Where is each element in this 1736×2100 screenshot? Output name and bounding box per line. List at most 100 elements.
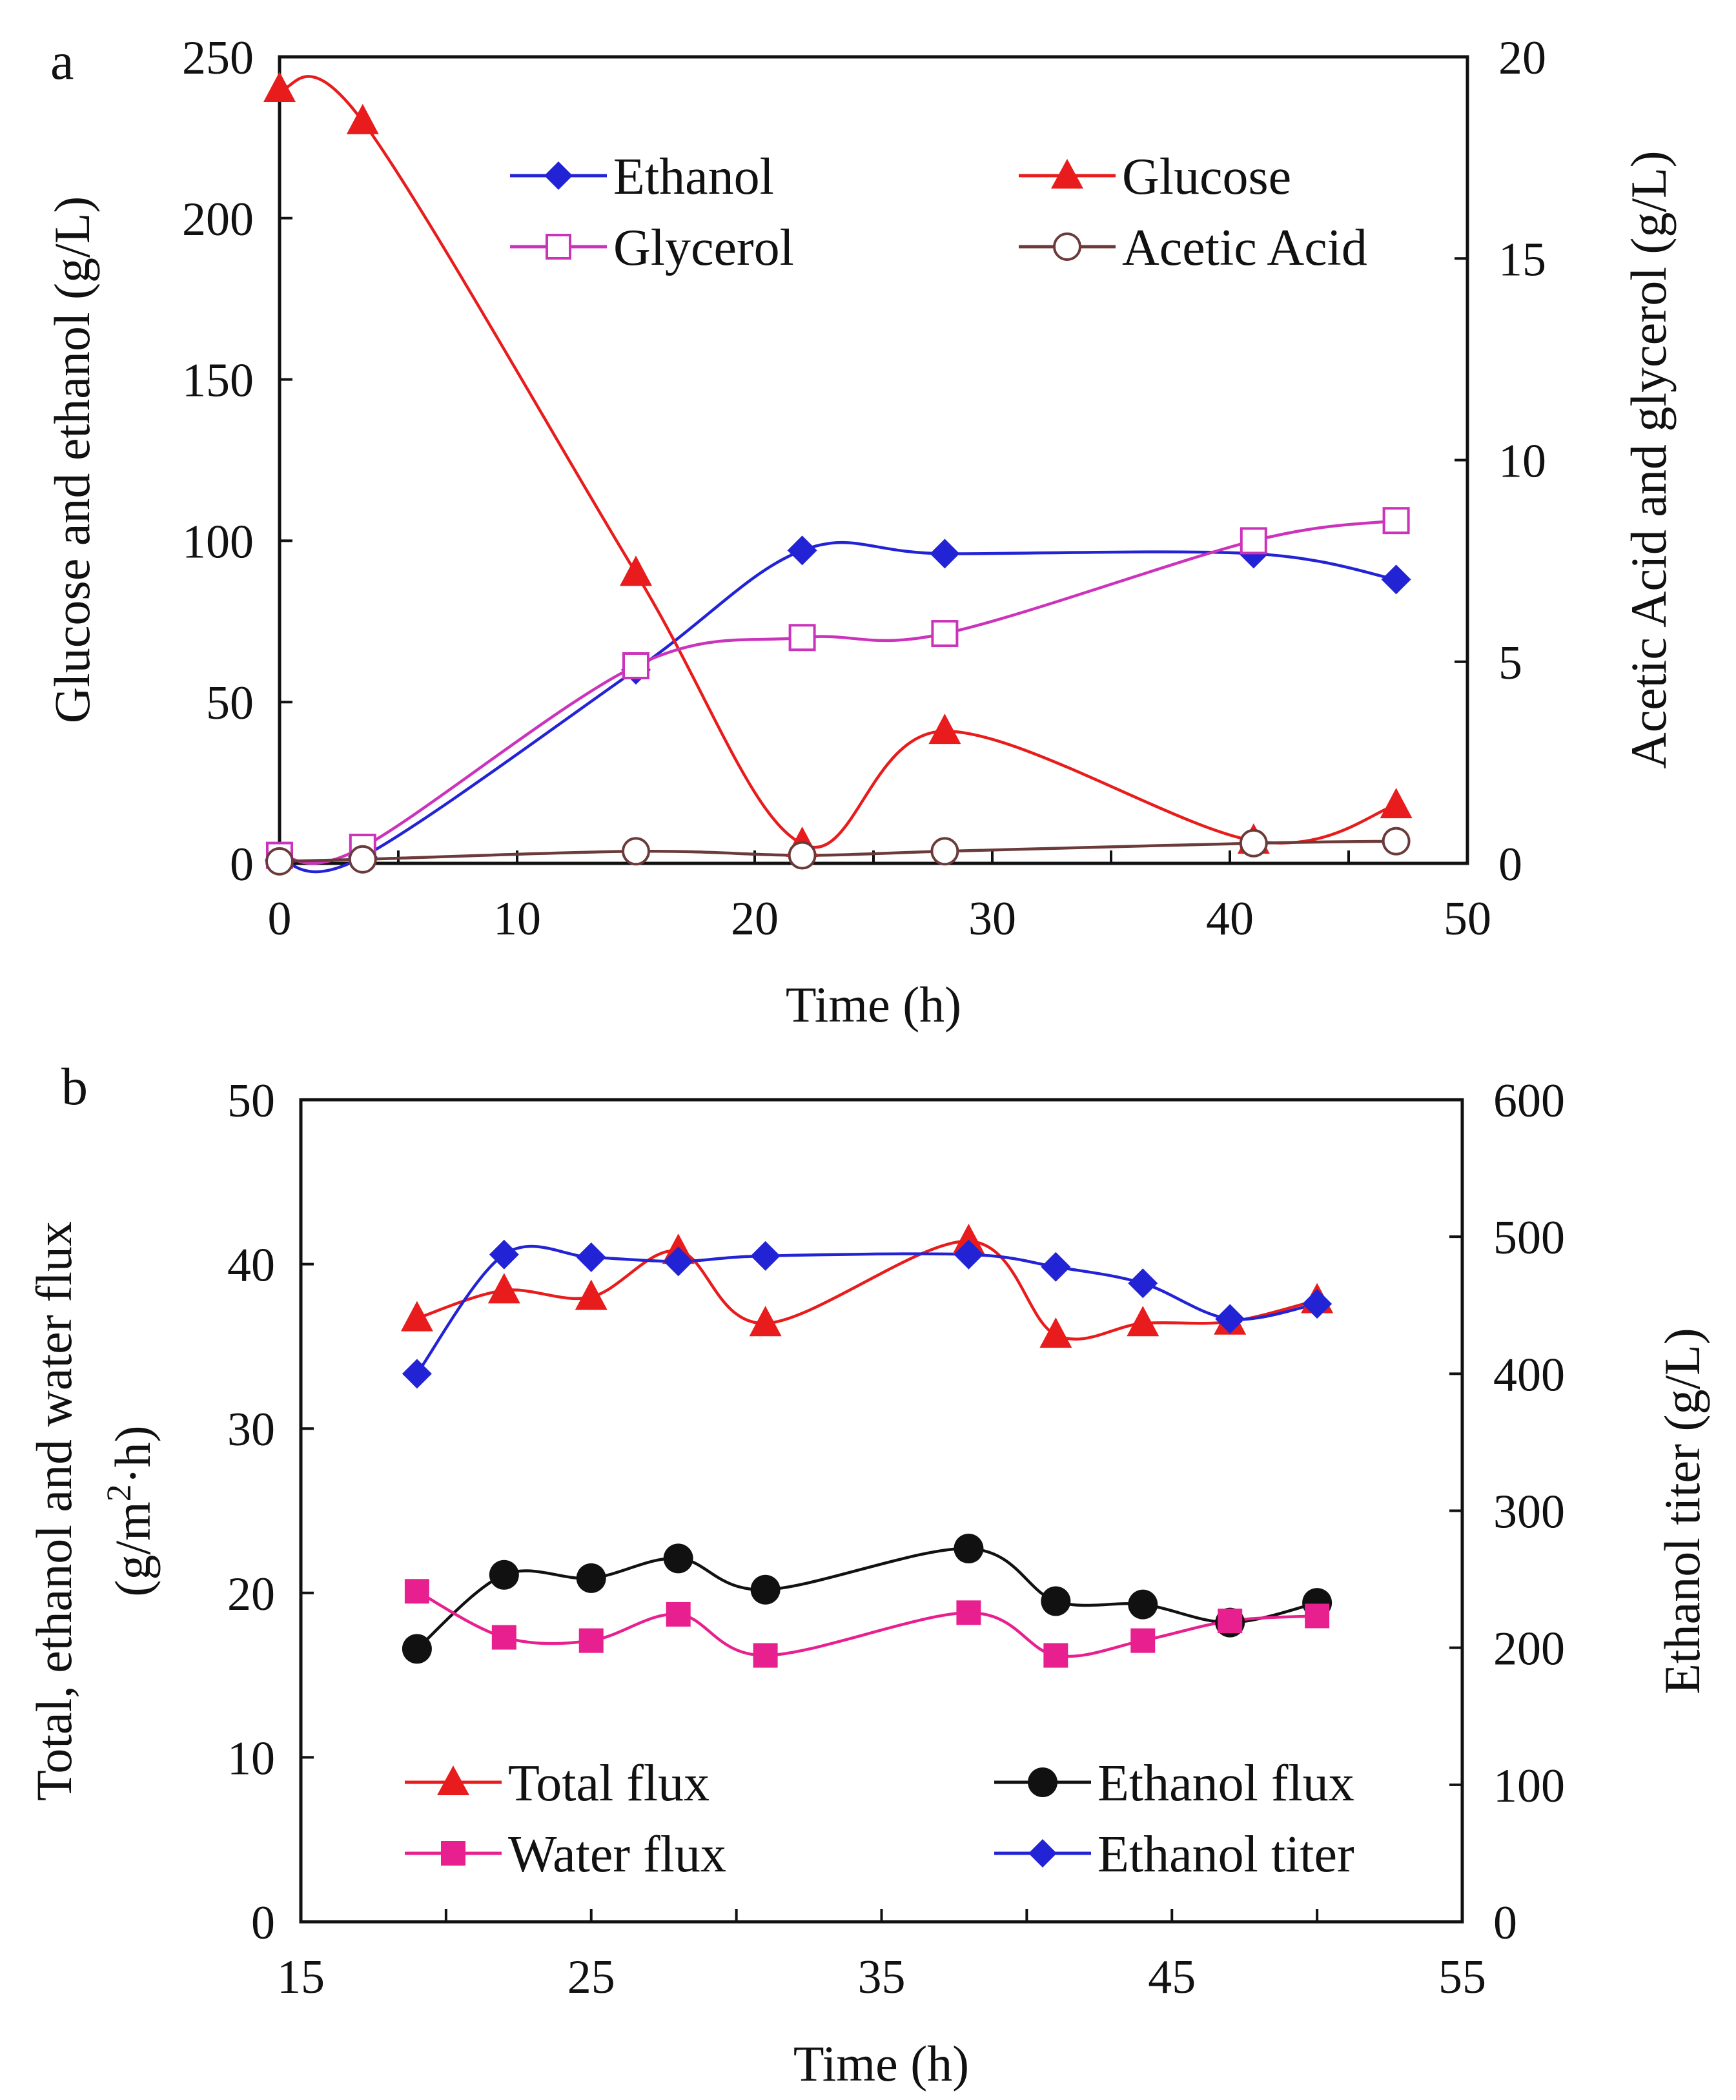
legend-triangle-marker-b [437,1765,469,1795]
legend-label-ethanol-a: Ethanol [613,149,774,205]
x-tick-label-b: 55 [1438,1951,1486,2004]
legend-label-total-flux-b: Total flux [508,1755,710,1812]
x-tick-label-a: 30 [968,892,1016,945]
y-right-tick-label-b: 500 [1493,1211,1565,1264]
y-left-tick-label-a: 0 [230,838,254,891]
data-point-acetic-acid-a [1382,827,1411,856]
y-left-tick-label-b: 40 [227,1239,275,1292]
series-line-water-flux-b [416,1590,1318,1658]
data-point-ethanol-titer-b [750,1240,781,1271]
data-point-total-flux-b [400,1301,433,1332]
panel-letter-a: a [50,32,74,90]
data-point-acetic-acid-a [348,845,377,874]
panel-b: b 15 25 35 45 55 0 10 20 30 40 50 0 100 200 300 400 50… [26,1057,1710,2092]
data-point-acetic-acid-a [930,837,959,866]
legend-a: Ethanol Glucose Glycerol Acetic Acid [510,149,1367,276]
y-left-axis-ticks-a: 0 50 100 150 200 250 [182,32,292,891]
data-point-glycerol-a [931,620,959,648]
x-axis-title-b: Time (h) [793,2035,969,2092]
legend-label-glucose-a: Glucose [1122,149,1291,205]
data-point-water-flux-b [1043,1643,1068,1668]
legend-entry-glycerol-a: Glycerol [510,220,794,276]
y-left-tick-label-b: 20 [227,1568,275,1621]
y-right-tick-label-b: 300 [1493,1486,1565,1539]
legend-circle-marker-a [1053,232,1081,261]
y-left-tick-label-b: 0 [251,1897,275,1950]
x-tick-label-a: 50 [1444,892,1491,945]
y-left-axis-title-line1-b: Total, ethanol and water flux [26,1221,82,1801]
data-point-acetic-acid-a [622,837,650,866]
data-point-total-flux-b [1127,1306,1159,1337]
data-point-glycerol-a [622,652,649,679]
legend-b: Total flux Ethanol flux Water flux Ethan… [405,1755,1354,1883]
data-point-ethanol-flux-b [1128,1589,1158,1620]
data-point-ethanol-a [787,535,817,566]
y-right-tick-label-a: 5 [1498,637,1522,690]
x-tick-label-b: 35 [858,1951,906,2004]
legend-label-water-flux-b: Water flux [508,1826,726,1883]
legend-square-marker-b [441,1841,465,1866]
legend-entry-ethanol-a: Ethanol [510,149,774,205]
data-point-total-flux-b [952,1223,985,1254]
x-tick-label-b: 15 [277,1951,325,2004]
legend-label-acetic-acid-a: Acetic Acid [1122,220,1367,276]
x-axis-ticks-b: 15 25 35 45 55 [277,1909,1486,2004]
y-left-tick-label-b: 50 [227,1075,275,1127]
data-point-glucose-a [928,714,961,745]
data-point-ethanol-titer-b [489,1239,519,1270]
data-point-total-flux-b [575,1279,608,1310]
y-right-axis-title-a: Acetic Acid and glycerol (g/L) [1620,150,1677,768]
y-left-title-unit-sup-b: 2 [99,1484,138,1501]
y-right-tick-label-a: 15 [1498,233,1546,286]
x-axis-ticks-a: 0 10 20 30 40 50 [268,850,1491,945]
data-point-ethanol-titer-b [663,1246,693,1277]
y-left-axis-title-a: Glucose and ethanol (g/L) [44,196,100,724]
series-group-b [400,1223,1334,1668]
legend-entry-ethanol-flux-b: Ethanol flux [994,1755,1354,1812]
y-left-tick-label-b: 10 [227,1732,275,1785]
series-line-glucose-a [279,75,1397,849]
data-point-glycerol-a [1240,527,1267,555]
y-left-tick-label-a: 250 [182,32,254,85]
x-tick-label-b: 25 [567,1951,615,2004]
legend-diamond-marker-a [544,161,573,190]
data-point-water-flux-b [404,1579,429,1604]
data-point-glucose-a [1380,788,1413,819]
data-point-ethanol-titer-b [402,1359,432,1389]
data-point-water-flux-b [753,1643,778,1668]
data-point-glycerol-a [1382,507,1410,535]
data-point-ethanol-flux-b [750,1574,781,1605]
x-tick-label-a: 20 [731,892,779,945]
y-right-tick-label-a: 10 [1498,435,1546,488]
legend-entry-total-flux-b: Total flux [405,1755,710,1812]
y-right-tick-label-b: 0 [1493,1897,1517,1950]
legend-label-ethanol-titer-b: Ethanol titer [1098,1826,1354,1883]
y-right-tick-label-b: 200 [1493,1623,1565,1676]
y-left-title-unit-post-b: ·h) [105,1425,161,1484]
series-line-ethanol-flux-b [416,1547,1318,1651]
data-point-glycerol-a [788,624,816,652]
data-point-total-flux-b [487,1273,520,1304]
data-point-ethanol-titer-b [1128,1268,1158,1299]
legend-triangle-marker-a [1051,159,1083,189]
y-right-axis-ticks-a: 0 5 10 15 20 [1455,32,1546,891]
data-point-total-flux-b [749,1306,782,1337]
panel-letter-b: b [61,1057,88,1116]
data-point-total-flux-b [1039,1317,1072,1348]
data-point-ethanol-flux-b [489,1560,519,1590]
y-left-tick-label-b: 30 [227,1403,275,1456]
data-point-water-flux-b [956,1600,981,1625]
data-point-ethanol-flux-b [576,1563,606,1593]
legend-diamond-marker-b [1028,1839,1057,1868]
x-tick-label-a: 40 [1206,892,1254,945]
series-group-a [263,71,1413,876]
y-right-axis-ticks-b: 0 100 200 300 400 500 600 [1449,1075,1565,1950]
data-point-ethanol-titer-b [1215,1304,1245,1334]
data-point-ethanol-flux-b [663,1543,693,1574]
series-line-ethanol-titer-b [416,1244,1318,1375]
y-left-axis-title-line2-b: (g/m2·h) [99,1425,161,1596]
data-point-acetic-acid-a [788,841,817,870]
y-left-tick-label-a: 100 [182,515,254,568]
